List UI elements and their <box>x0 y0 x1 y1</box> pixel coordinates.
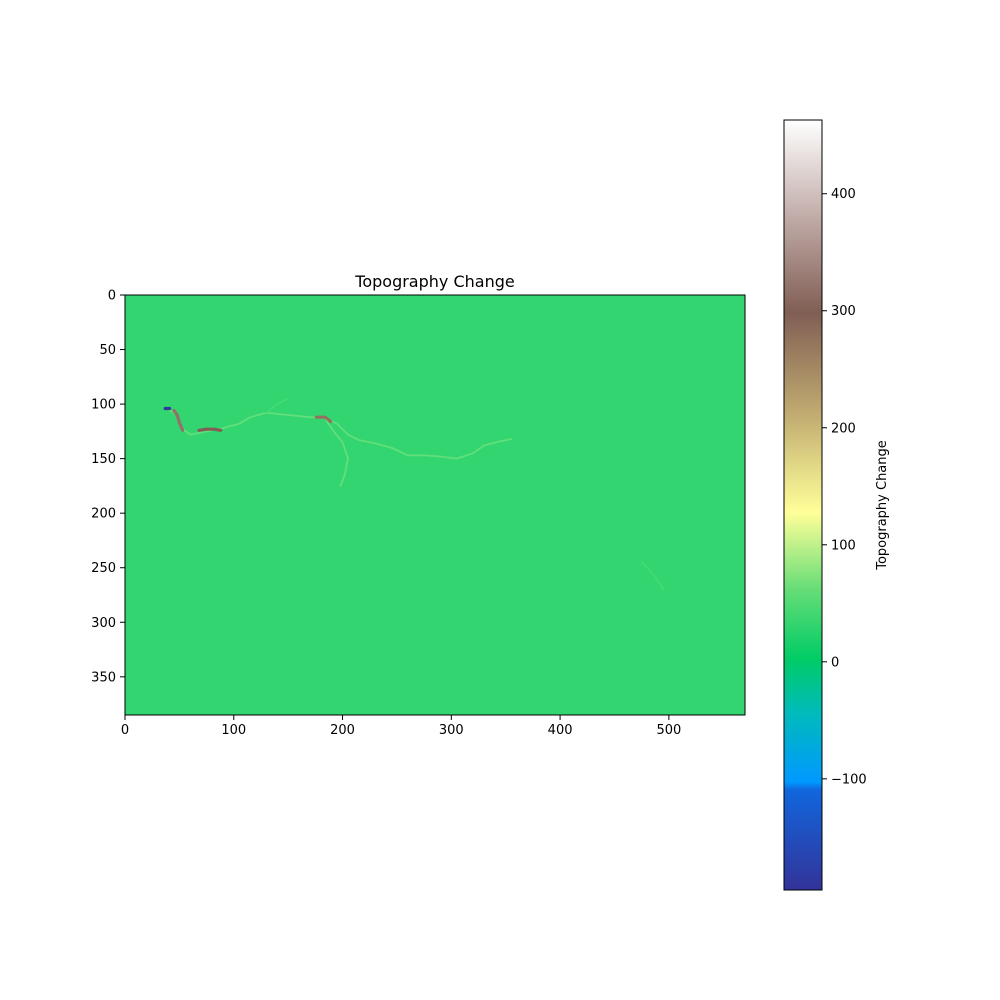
colorbar-tick-label: 200 <box>831 421 856 436</box>
feature-main-channel <box>167 408 512 460</box>
feature-tributary-1 <box>325 419 349 487</box>
colorbar-tick-label: 0 <box>831 655 839 670</box>
y-tick-label: 250 <box>91 561 116 576</box>
x-tick-label: 100 <box>221 723 246 738</box>
x-tick-label: 400 <box>548 723 573 738</box>
y-tick-label: 100 <box>91 398 116 413</box>
plot-area <box>124 294 746 716</box>
colorbar-label: Topography Change <box>875 440 890 571</box>
colorbar-tick-label: 300 <box>831 304 856 319</box>
y-tick-label: 50 <box>99 343 116 358</box>
x-tick-label: 500 <box>656 723 681 738</box>
x-axis: 0 100 200 300 400 500 <box>121 715 681 738</box>
colorbar-tick-label: 400 <box>831 187 856 202</box>
x-tick-label: 0 <box>121 723 129 738</box>
feature-side-deposit <box>640 561 665 591</box>
feature-high-deposit-3 <box>314 415 333 424</box>
heatmap-background <box>125 295 745 715</box>
y-tick-label: 150 <box>91 452 116 467</box>
y-tick-label: 350 <box>91 670 116 685</box>
y-tick-label: 300 <box>91 616 116 631</box>
plot-frame <box>124 294 746 716</box>
colorbar: −100 0 100 200 300 400 Topography Change <box>783 119 890 891</box>
feature-tributary-2 <box>265 397 290 414</box>
colorbar-tick-label: 100 <box>831 538 856 553</box>
heatmap-features <box>163 397 665 591</box>
x-tick-label: 300 <box>439 723 464 738</box>
colorbar-tick-label: −100 <box>831 772 867 787</box>
y-axis: 0 50 100 150 200 250 300 350 <box>91 289 125 685</box>
colorbar-gradient <box>783 119 823 891</box>
y-tick-label: 200 <box>91 507 116 522</box>
chart-title: Topography Change <box>354 272 514 291</box>
colorbar-ticks: −100 0 100 200 300 400 <box>822 187 867 787</box>
feature-high-deposit-1 <box>172 409 185 432</box>
y-tick-label: 0 <box>108 289 116 304</box>
feature-high-deposit-2 <box>197 427 223 432</box>
x-tick-label: 200 <box>330 723 355 738</box>
